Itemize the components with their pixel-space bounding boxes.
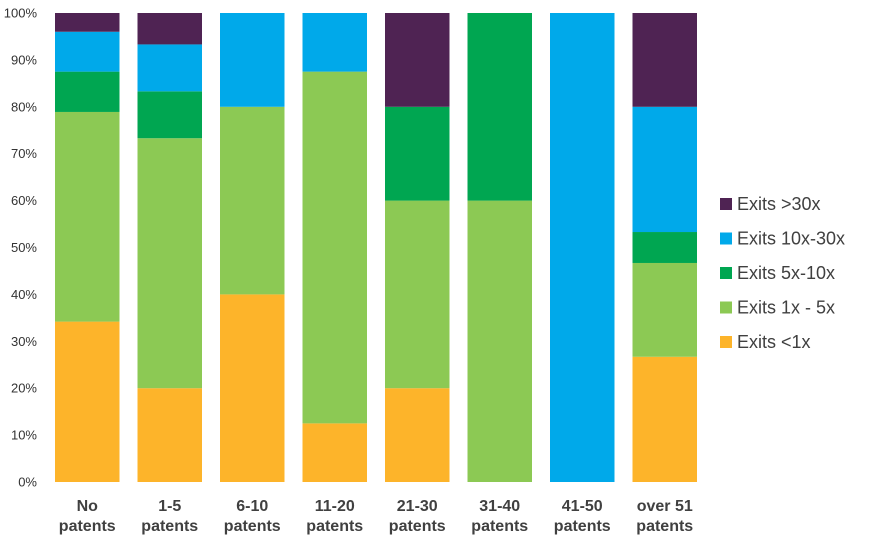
- legend-swatch: [720, 232, 732, 245]
- x-tick-label: 6-10: [236, 498, 268, 515]
- legend-label: Exits 10x-30x: [737, 229, 845, 249]
- x-tick-label: patents: [306, 518, 363, 535]
- bar-segment: [385, 200, 450, 389]
- bar-segment: [632, 262, 697, 357]
- bar-segment: [137, 91, 202, 139]
- x-tick-label: 11-20: [315, 498, 355, 515]
- x-tick-label: patents: [471, 518, 528, 535]
- bar-segment: [467, 13, 532, 201]
- bar-segment: [137, 138, 202, 389]
- bar-segment: [385, 106, 450, 201]
- x-tick-label: patents: [636, 518, 693, 535]
- x-tick-label: patents: [554, 518, 611, 535]
- y-tick-label: 10%: [11, 428, 37, 443]
- bar-segment: [55, 71, 120, 112]
- x-tick-label: 21-30: [397, 498, 438, 515]
- legend-label: Exits 5x-10x: [737, 263, 835, 283]
- bar-segment: [55, 13, 120, 32]
- y-tick-label: 90%: [11, 52, 37, 67]
- y-tick-label: 20%: [11, 381, 37, 396]
- x-tick-label: patents: [389, 518, 446, 535]
- bar-segment: [55, 31, 120, 72]
- bar-segment: [220, 294, 285, 482]
- x-tick-label: patents: [141, 518, 198, 535]
- y-tick-label: 40%: [11, 287, 37, 302]
- bar-segment: [632, 13, 697, 107]
- legend-swatch: [720, 267, 732, 279]
- bar-segment: [55, 321, 120, 482]
- x-tick-label: 41-50: [562, 498, 603, 515]
- bar-segment: [302, 71, 367, 424]
- y-tick-label: 100%: [4, 6, 38, 21]
- bar-segment: [632, 356, 697, 482]
- x-tick-label: 31-40: [479, 498, 520, 515]
- legend-label: Exits 1x - 5x: [737, 298, 835, 318]
- bar-segment: [550, 13, 615, 482]
- bar-segment: [385, 13, 450, 107]
- bar-segment: [302, 423, 367, 482]
- bar-segment: [137, 44, 202, 92]
- legend-swatch: [720, 198, 732, 210]
- y-tick-label: 30%: [11, 334, 37, 349]
- x-tick-label: 1-5: [158, 498, 181, 515]
- bar-segment: [137, 388, 202, 482]
- y-tick-label: 0%: [18, 475, 37, 490]
- legend-label: Exits >30x: [737, 194, 821, 214]
- bar-segment: [220, 106, 285, 295]
- y-tick-label: 80%: [11, 99, 37, 114]
- legend-swatch: [720, 336, 732, 348]
- legend-label: Exits <1x: [737, 332, 811, 352]
- y-tick-label: 50%: [11, 240, 37, 255]
- y-tick-label: 70%: [11, 146, 37, 161]
- bar-segment: [385, 388, 450, 482]
- bar-segment: [632, 106, 697, 233]
- bar-segment: [55, 111, 120, 322]
- bar-segment: [632, 232, 697, 263]
- x-tick-label: No: [77, 498, 99, 515]
- bar-segment: [137, 13, 202, 45]
- bar-segment: [467, 200, 532, 482]
- x-tick-label: patents: [59, 518, 116, 535]
- x-tick-label: over 51: [637, 498, 693, 515]
- legend-swatch: [720, 301, 732, 314]
- bar-segment: [220, 13, 285, 107]
- y-tick-label: 60%: [11, 193, 37, 208]
- x-tick-label: patents: [224, 518, 281, 535]
- bar-segment: [302, 13, 367, 72]
